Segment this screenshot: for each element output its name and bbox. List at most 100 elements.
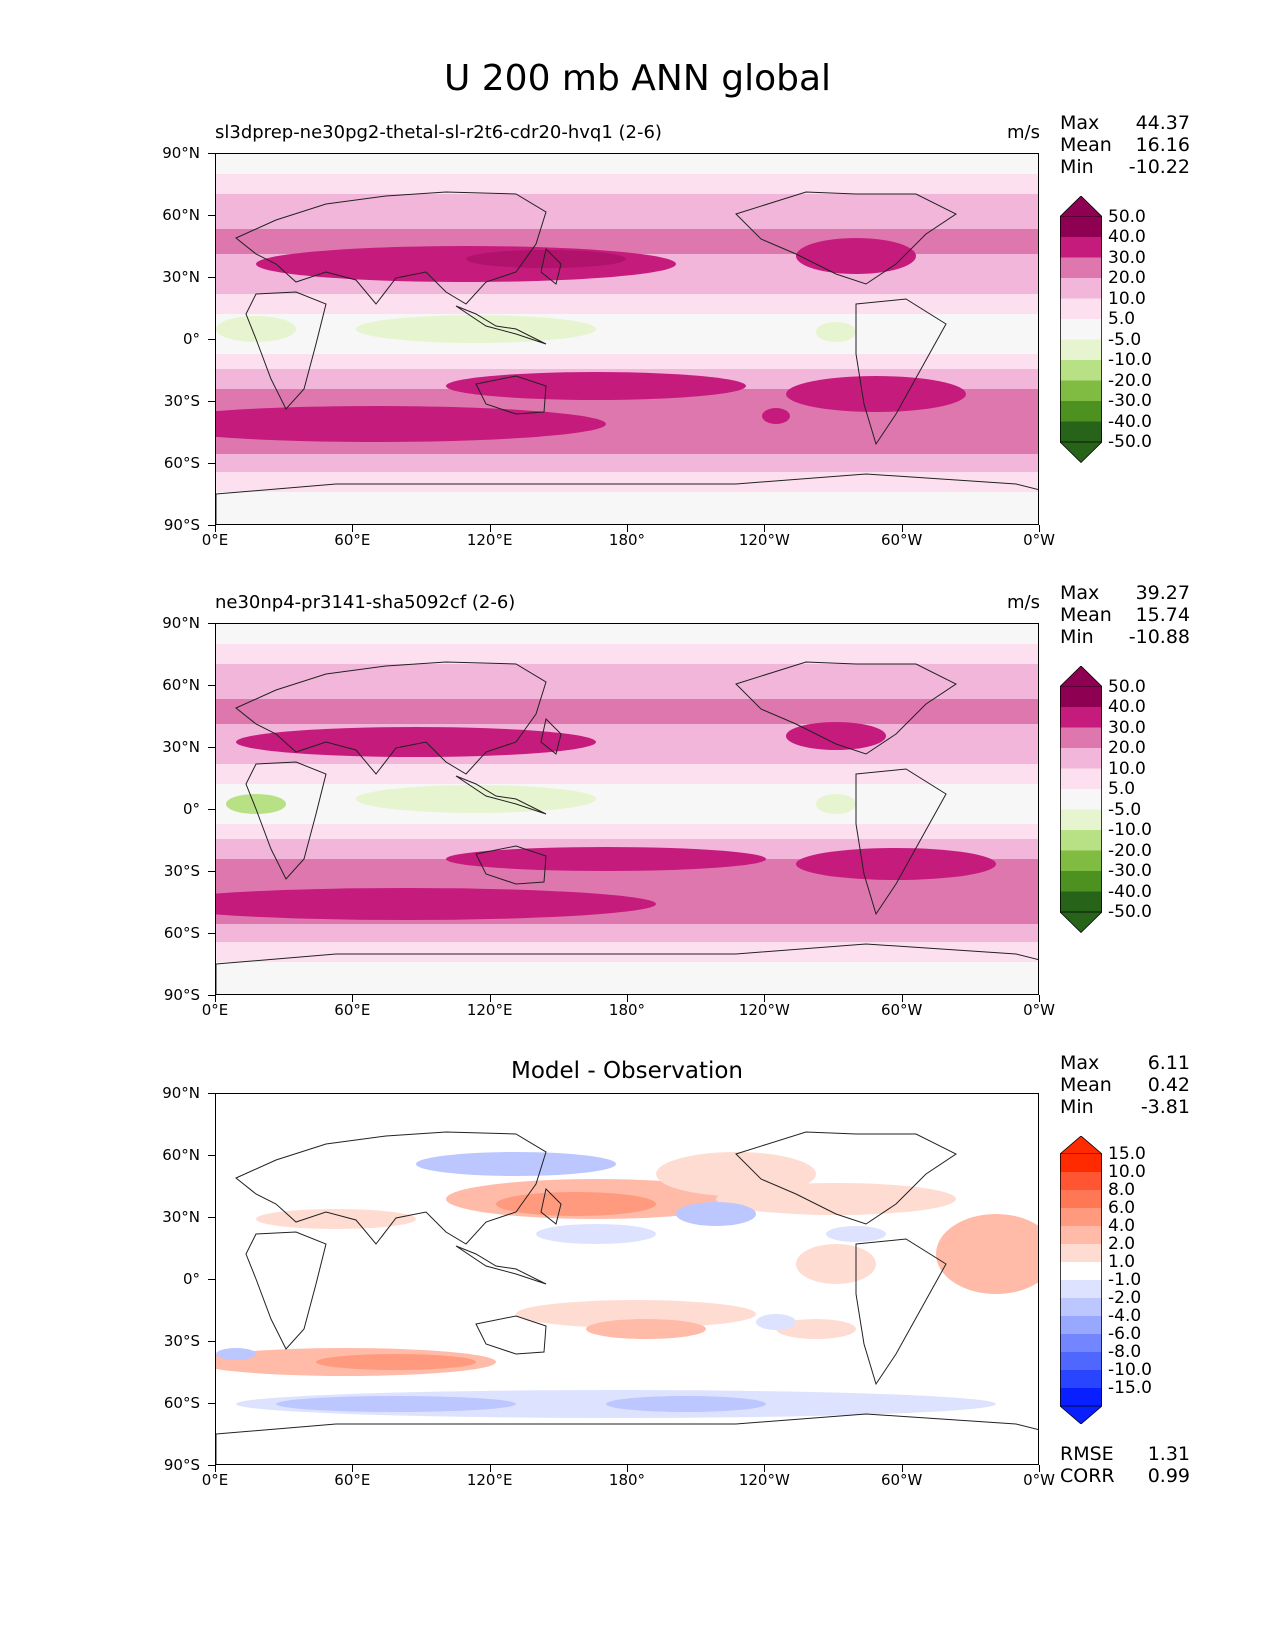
corr-label: CORR [1060,1465,1115,1487]
lat-tick-label: 30°N [162,268,200,286]
lat-tick-label: 60°N [162,1146,200,1164]
wind-field-band [216,174,1038,194]
max-value: 44.37 [1135,112,1190,134]
wind-field-contour [446,372,746,400]
lon-tick [215,525,216,532]
mean-label: Mean [1060,604,1112,626]
wind-field-contour [466,250,626,268]
lon-tick-label: 0°E [201,1471,229,1489]
colorbar-tick-label: -5.0 [1108,799,1142,820]
colorbar-tick-label: 40.0 [1108,697,1146,717]
wind-field-band [216,624,1038,644]
colorbar-segment [1060,748,1102,769]
min-label: Min [1060,626,1094,648]
diff-field-contour [676,1202,756,1226]
wind-field-band [216,924,1038,942]
colorbar-tick-label: 5.0 [1108,779,1136,799]
lat-tick-label: 90°S [163,986,200,1004]
min-label: Min [1060,1096,1094,1118]
lon-tick-label: 60°W [880,1001,923,1019]
wind-field-contour [256,246,676,282]
stats-block: Max 39.27 Mean 15.74 Min -10.88 [1060,582,1190,648]
mean-label: Mean [1060,134,1112,156]
lon-tick-label: 180° [608,1001,646,1019]
colorbar-tick-label: -2.0 [1108,1288,1142,1308]
lon-tick-label: 120°W [738,1471,790,1489]
lat-tick [208,1403,215,1404]
lon-tick [764,1465,766,1472]
diff-field-contour [256,1209,416,1229]
colorbar-segment [1060,1334,1102,1352]
colorbar-segment [1060,891,1102,912]
lat-tick [208,525,215,526]
lon-tick-label: 0°W [1023,531,1055,549]
colorbar-segment [1059,441,1103,464]
colorbar-segment [1060,1316,1102,1334]
diff-field-contour [776,1319,856,1339]
diff-field-contour [826,1226,886,1242]
wind-field-contour [446,847,766,871]
diff-field-contour [516,1300,756,1328]
units-label: m/s [1007,592,1040,613]
wind-field-band [216,154,1038,174]
wind-field-contour [762,408,790,424]
colorbar-tick-label: -6.0 [1108,1324,1142,1344]
lat-tick [208,1093,215,1094]
colorbar-segment [1060,237,1102,258]
colorbar-segment [1060,1154,1102,1172]
colorbar-segment [1060,686,1102,707]
lat-tick [208,1217,215,1218]
colorbar-segment [1060,1388,1102,1406]
mean-label: Mean [1060,1074,1112,1096]
colorbar-tick-label: 30.0 [1108,247,1146,268]
lat-tick-label: 60°N [162,206,200,224]
panel-label: sl3dprep-ne30pg2-thetal-sl-r2t6-cdr20-hv… [215,122,662,143]
coastline [216,191,1038,524]
wind-field-band [216,699,1038,724]
colorbar-segment [1060,339,1102,360]
colorbar-segment [1060,1352,1102,1370]
lon-tick [764,995,766,1002]
wind-field-band [216,962,1038,994]
wind-field-band [216,194,1038,214]
colorbar-tick-label: 30.0 [1108,717,1146,738]
lat-tick-label: 30°S [163,392,200,410]
min-label: Min [1060,156,1094,178]
stats-block: Max 44.37 Mean 16.16 Min -10.22 [1060,112,1190,178]
lat-tick-label: 0° [182,800,200,818]
colorbar-tick-label: -40.0 [1108,411,1152,432]
lon-tick [352,995,354,1002]
colorbar-tick-label: -10.0 [1108,350,1152,370]
colorbar-segment [1060,1370,1102,1388]
colorbar-tick-label: 50.0 [1108,676,1146,697]
lon-tick-label: 120°E [466,531,513,549]
diff-field-contour [316,1354,476,1370]
lat-tick [208,277,215,278]
lon-tick [627,525,628,532]
colorbar-tick-label: 20.0 [1108,738,1146,758]
wind-field-contour [356,785,596,813]
coastline [216,1131,1038,1464]
lat-tick-label: 0° [182,1270,200,1288]
colorbar-tick-label: 50.0 [1108,206,1146,227]
colorbar-segment [1060,298,1102,319]
lat-tick [208,401,215,402]
lat-tick [208,1341,215,1342]
lon-tick-label: 0°E [201,1001,229,1019]
wind-field-band [216,492,1038,524]
lon-tick [901,1465,903,1472]
lon-tick-label: 60°W [880,531,923,549]
lat-tick-label: 90°S [163,1456,200,1474]
lat-tick [208,339,215,340]
diff-field-contour [496,1192,656,1216]
diff-field-contour [936,1214,1038,1294]
lon-tick-label: 180° [608,531,646,549]
wind-field-band [216,644,1038,664]
wind-field-band [216,684,1038,699]
lat-tick [208,1279,215,1280]
colorbar-segment [1060,421,1102,442]
wind-field-contour [816,794,856,814]
colorbar-segment [1060,1298,1102,1316]
colorbar-segment [1059,195,1103,217]
wind-field-contour [786,722,886,750]
